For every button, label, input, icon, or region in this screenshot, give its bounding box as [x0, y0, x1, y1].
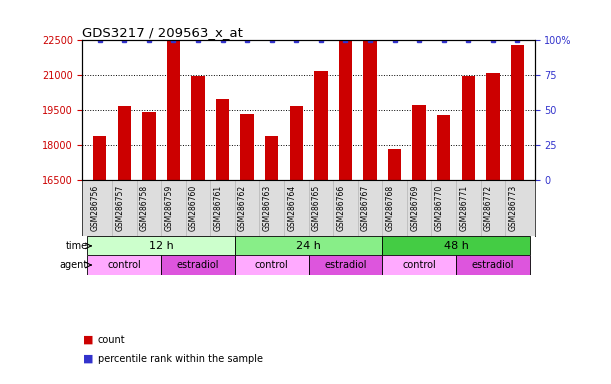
Bar	[456, 255, 530, 275]
Text: GSM286760: GSM286760	[189, 185, 198, 231]
Text: GSM286762: GSM286762	[238, 185, 247, 231]
Text: GSM286767: GSM286767	[361, 185, 370, 231]
Bar	[161, 255, 235, 275]
Bar	[240, 114, 254, 180]
Text: control: control	[108, 260, 141, 270]
Text: control: control	[402, 260, 436, 270]
Text: GSM286763: GSM286763	[263, 185, 272, 231]
Text: percentile rank within the sample: percentile rank within the sample	[98, 354, 263, 364]
Text: ■: ■	[82, 335, 93, 345]
Bar	[87, 237, 235, 255]
Text: GSM286768: GSM286768	[386, 185, 395, 231]
Text: ■: ■	[82, 354, 93, 364]
Text: GSM286771: GSM286771	[459, 185, 468, 231]
Text: GSM286770: GSM286770	[434, 185, 444, 231]
Text: estradiol: estradiol	[324, 260, 367, 270]
Bar	[265, 136, 279, 180]
Text: GSM286759: GSM286759	[164, 185, 174, 231]
Bar	[486, 73, 500, 180]
Bar	[235, 255, 309, 275]
Bar	[142, 111, 156, 180]
Text: 24 h: 24 h	[296, 241, 321, 251]
Text: GSM286766: GSM286766	[337, 185, 345, 231]
Bar	[437, 115, 450, 180]
Text: agent: agent	[59, 260, 87, 270]
Text: count: count	[98, 335, 125, 345]
Bar	[117, 106, 131, 180]
Bar	[87, 255, 161, 275]
Text: GSM286756: GSM286756	[90, 185, 100, 231]
Text: GSM286772: GSM286772	[484, 185, 493, 231]
Bar	[382, 255, 456, 275]
Bar	[235, 237, 382, 255]
Bar	[216, 99, 229, 180]
Text: GSM286764: GSM286764	[287, 185, 296, 231]
Text: control: control	[255, 260, 288, 270]
Bar	[338, 41, 352, 180]
Bar	[461, 76, 475, 180]
Bar	[290, 106, 303, 180]
Text: 12 h: 12 h	[148, 241, 174, 251]
Text: GSM286773: GSM286773	[508, 185, 518, 231]
Text: GSM286761: GSM286761	[214, 185, 222, 231]
Text: GDS3217 / 209563_x_at: GDS3217 / 209563_x_at	[82, 26, 243, 39]
Bar	[412, 104, 426, 180]
Text: GSM286769: GSM286769	[410, 185, 419, 231]
Bar	[314, 71, 327, 180]
Bar	[511, 45, 524, 180]
Text: time: time	[65, 241, 87, 251]
Bar	[167, 41, 180, 180]
Text: estradiol: estradiol	[472, 260, 514, 270]
Text: estradiol: estradiol	[177, 260, 219, 270]
Bar	[388, 149, 401, 180]
Bar	[93, 136, 106, 180]
Bar	[363, 41, 377, 180]
Text: 48 h: 48 h	[444, 241, 469, 251]
Text: GSM286757: GSM286757	[115, 185, 124, 231]
Text: GSM286765: GSM286765	[312, 185, 321, 231]
Bar	[191, 76, 205, 180]
Bar	[382, 237, 530, 255]
Bar	[309, 255, 382, 275]
Text: GSM286758: GSM286758	[140, 185, 149, 231]
